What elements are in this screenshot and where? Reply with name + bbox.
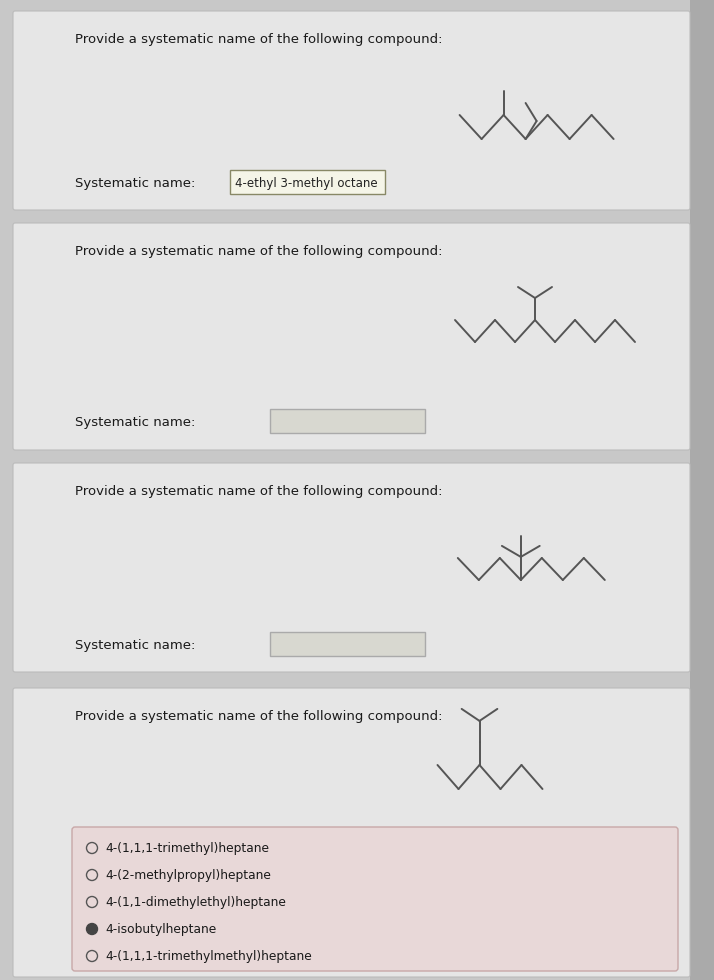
FancyBboxPatch shape (270, 632, 425, 656)
Text: 4-(1,1,1-trimethyl)heptane: 4-(1,1,1-trimethyl)heptane (105, 842, 269, 855)
Text: Provide a systematic name of the following compound:: Provide a systematic name of the followi… (75, 485, 443, 498)
FancyBboxPatch shape (13, 223, 690, 450)
Text: Provide a systematic name of the following compound:: Provide a systematic name of the followi… (75, 245, 443, 258)
FancyBboxPatch shape (13, 688, 690, 977)
Text: Systematic name:: Systematic name: (75, 176, 196, 189)
Text: 4-ethyl 3-methyl octane: 4-ethyl 3-methyl octane (235, 176, 378, 189)
FancyBboxPatch shape (13, 11, 690, 210)
Text: 4-(2-methylpropyl)heptane: 4-(2-methylpropyl)heptane (105, 868, 271, 881)
Text: Provide a systematic name of the following compound:: Provide a systematic name of the followi… (75, 710, 443, 723)
Text: 4-isobutylheptane: 4-isobutylheptane (105, 922, 216, 936)
FancyBboxPatch shape (270, 409, 425, 433)
FancyBboxPatch shape (72, 827, 678, 971)
Bar (690, 0, 714, 980)
Text: 4-(1,1-dimethylethyl)heptane: 4-(1,1-dimethylethyl)heptane (105, 896, 286, 908)
FancyBboxPatch shape (13, 463, 690, 672)
Text: Systematic name:: Systematic name: (75, 639, 196, 652)
Text: 4-(1,1,1-trimethylmethyl)heptane: 4-(1,1,1-trimethylmethyl)heptane (105, 950, 312, 962)
FancyBboxPatch shape (230, 170, 385, 194)
Circle shape (86, 923, 98, 935)
Text: Provide a systematic name of the following compound:: Provide a systematic name of the followi… (75, 33, 443, 46)
Text: Systematic name:: Systematic name: (75, 416, 196, 428)
